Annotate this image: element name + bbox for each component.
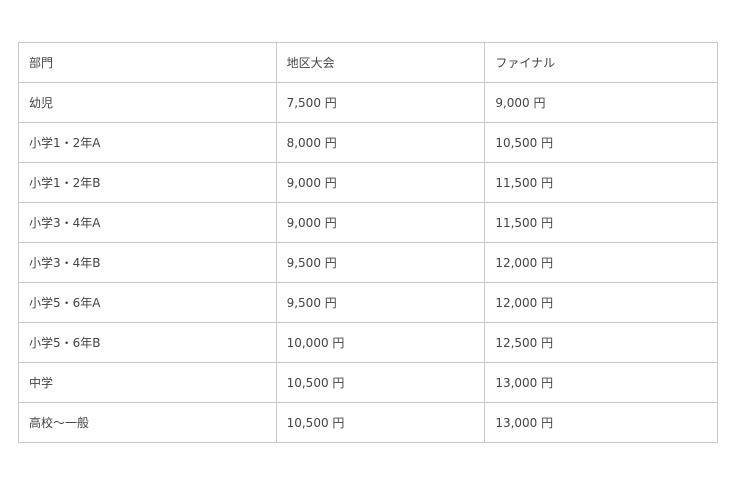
cell-division: 小学1・2年A — [18, 122, 277, 163]
cell-regional-fee: 9,000 円 — [275, 162, 486, 203]
cell-division: 小学3・4年B — [18, 242, 277, 283]
cell-division: 小学5・6年A — [18, 282, 277, 323]
cell-regional-fee: 7,500 円 — [275, 82, 486, 123]
cell-regional-fee: 10,500 円 — [275, 362, 486, 403]
cell-regional-fee: 10,500 円 — [275, 402, 486, 443]
cell-regional-fee: 9,000 円 — [275, 202, 486, 243]
table-row: 小学5・6年B 10,000 円 12,500 円 — [18, 322, 718, 363]
cell-final-fee: 9,000 円 — [484, 82, 718, 123]
cell-division: 小学3・4年A — [18, 202, 277, 243]
header-division: 部門 — [18, 42, 277, 83]
cell-division: 小学5・6年B — [18, 322, 277, 363]
cell-regional-fee: 9,500 円 — [275, 242, 486, 283]
table-row: 中学 10,500 円 13,000 円 — [18, 362, 718, 403]
cell-final-fee: 10,500 円 — [484, 122, 718, 163]
cell-final-fee: 12,000 円 — [484, 242, 718, 283]
cell-regional-fee: 8,000 円 — [275, 122, 486, 163]
header-regional: 地区大会 — [275, 42, 486, 83]
cell-final-fee: 13,000 円 — [484, 362, 718, 403]
cell-division: 高校～一般 — [18, 402, 277, 443]
cell-division: 中学 — [18, 362, 277, 403]
cell-final-fee: 12,000 円 — [484, 282, 718, 323]
table-row: 小学3・4年A 9,000 円 11,500 円 — [18, 202, 718, 243]
table-row: 小学1・2年A 8,000 円 10,500 円 — [18, 122, 718, 163]
cell-final-fee: 12,500 円 — [484, 322, 718, 363]
cell-final-fee: 13,000 円 — [484, 402, 718, 443]
table-row: 高校～一般 10,500 円 13,000 円 — [18, 402, 718, 443]
table-row: 小学1・2年B 9,000 円 11,500 円 — [18, 162, 718, 203]
cell-regional-fee: 9,500 円 — [275, 282, 486, 323]
cell-final-fee: 11,500 円 — [484, 162, 718, 203]
table-row: 小学5・6年A 9,500 円 12,000 円 — [18, 282, 718, 323]
fee-table: 部門 地区大会 ファイナル 幼児 7,500 円 9,000 円小学1・2年A 8,0… — [18, 42, 718, 443]
table-row: 小学3・4年B 9,500 円 12,000 円 — [18, 242, 718, 283]
cell-division: 幼児 — [18, 82, 277, 123]
header-final: ファイナル — [484, 42, 718, 83]
table-header-row: 部門 地区大会 ファイナル — [18, 42, 718, 83]
cell-division: 小学1・2年B — [18, 162, 277, 203]
cell-regional-fee: 10,000 円 — [275, 322, 486, 363]
table-row: 幼児 7,500 円 9,000 円 — [18, 82, 718, 123]
cell-final-fee: 11,500 円 — [484, 202, 718, 243]
